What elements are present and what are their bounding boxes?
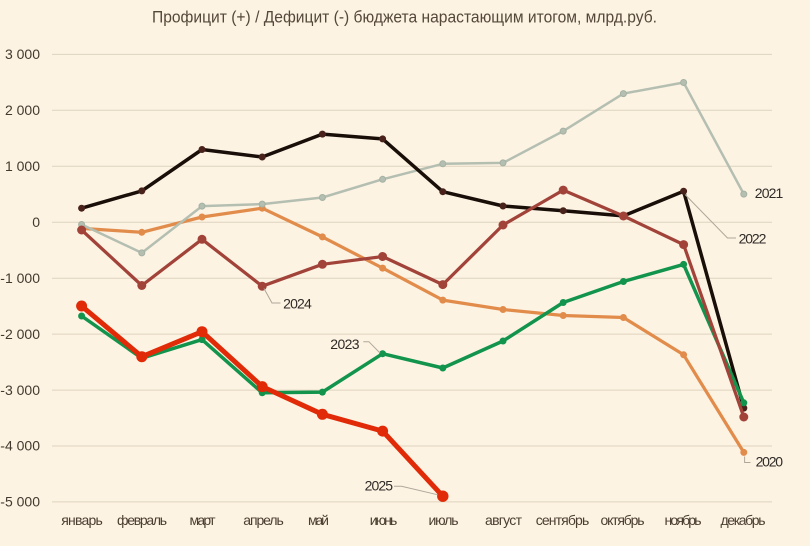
svg-text:-4 000: -4 000	[0, 438, 40, 454]
svg-text:-3 000: -3 000	[0, 382, 40, 398]
svg-text:-1 000: -1 000	[0, 270, 40, 286]
svg-text:2024: 2024	[283, 296, 312, 312]
svg-text:3 000: 3 000	[5, 46, 40, 62]
svg-text:2 000: 2 000	[5, 102, 40, 118]
svg-text:август: август	[485, 512, 523, 528]
svg-text:сентябрь: сентябрь	[536, 512, 590, 528]
svg-text:январь: январь	[61, 512, 103, 528]
svg-text:2023: 2023	[330, 336, 360, 352]
svg-text:-5 000: -5 000	[0, 494, 40, 510]
svg-text:0: 0	[32, 214, 40, 230]
svg-text:-2 000: -2 000	[0, 326, 40, 342]
svg-text:ноябрь: ноябрь	[665, 512, 702, 528]
svg-text:1 000: 1 000	[5, 158, 40, 174]
svg-text:декабрь: декабрь	[721, 512, 766, 528]
svg-text:2025: 2025	[365, 477, 394, 493]
svg-text:Профицит (+) / Дефицит (-) бюд: Профицит (+) / Дефицит (-) бюджета нарас…	[152, 8, 657, 26]
svg-text:октябрь: октябрь	[601, 512, 645, 528]
svg-text:март: март	[190, 512, 217, 528]
svg-text:2021: 2021	[755, 185, 784, 201]
svg-text:февраль: февраль	[117, 512, 167, 528]
svg-text:май: май	[308, 512, 329, 528]
svg-text:2020: 2020	[756, 454, 784, 470]
svg-text:июнь: июнь	[370, 512, 398, 528]
svg-text:июль: июль	[429, 512, 459, 528]
svg-text:апрель: апрель	[243, 512, 284, 528]
svg-text:2022: 2022	[739, 231, 767, 247]
